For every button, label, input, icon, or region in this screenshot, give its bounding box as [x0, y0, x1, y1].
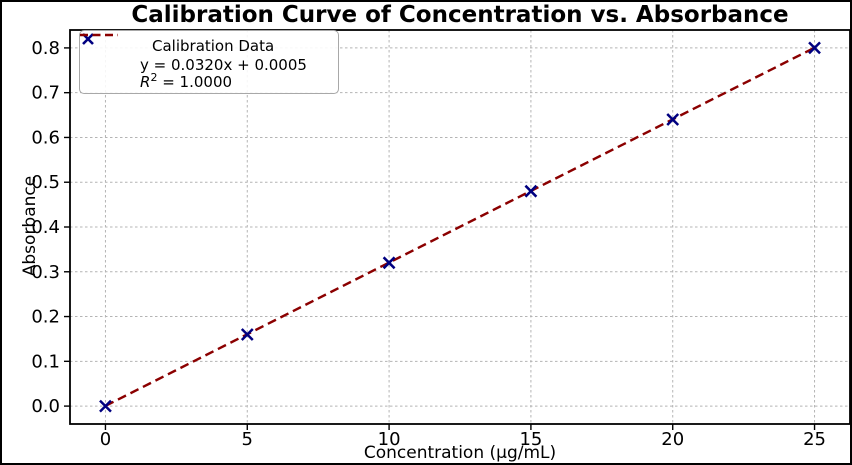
r-exponent: 2	[150, 71, 158, 84]
x-tick-label: 25	[803, 429, 826, 450]
data-point-marker	[382, 256, 396, 270]
data-point-marker	[524, 184, 538, 198]
chart-title: Calibration Curve of Concentration vs. A…	[131, 2, 788, 28]
legend-entry-fit-line: y = 0.0320x + 0.0005 R2 = 1.0000	[80, 33, 338, 91]
data-point-marker	[240, 328, 254, 341]
x-tick-label: 10	[378, 429, 401, 450]
x-tick-label: 20	[661, 429, 684, 450]
r-squared-value: = 1.0000	[157, 73, 233, 91]
y-tick-label: 0.1	[31, 351, 60, 372]
legend-fit-equation: y = 0.0320x + 0.0005	[140, 56, 307, 74]
x-tick-label: 15	[519, 429, 542, 450]
legend-series-label: Calibration Data	[152, 37, 275, 55]
legend: Calibration Data y = 0.0320x + 0.0005 R2…	[79, 30, 339, 94]
legend-entry-calibration-data: Calibration Data	[82, 33, 338, 57]
y-tick-label: 0.5	[31, 172, 60, 193]
tick-layer	[64, 47, 816, 430]
data-point-marker	[666, 113, 680, 126]
y-tick-label: 0.2	[31, 307, 60, 328]
r-symbol: R	[140, 73, 151, 91]
fit-trend-line	[104, 46, 816, 407]
data-point-marker	[99, 399, 112, 413]
plot-layer	[99, 41, 821, 413]
legend-fit-r-squared: R2 = 1.0000	[140, 71, 307, 91]
y-tick-label: 0.7	[31, 83, 60, 104]
y-tick-label: 0.8	[31, 38, 60, 59]
x-axis-label: Concentration (µg/mL)	[364, 443, 556, 463]
x-tick-label: 0	[100, 429, 111, 450]
tick-label-layer: 0 5 10 15 20 25 0.0 0.1 0.2 0.3 0.4 0.5 0.6 0.7 0.8	[31, 38, 826, 450]
y-tick-label: 0.3	[31, 262, 60, 283]
y-tick-label: 0.4	[31, 217, 60, 238]
y-tick-label: 0.0	[31, 396, 60, 417]
x-tick-label: 5	[242, 429, 253, 450]
y-tick-label: 0.6	[31, 127, 60, 148]
y-axis-label: Absorbance	[20, 176, 40, 276]
data-point-marker	[808, 41, 821, 55]
